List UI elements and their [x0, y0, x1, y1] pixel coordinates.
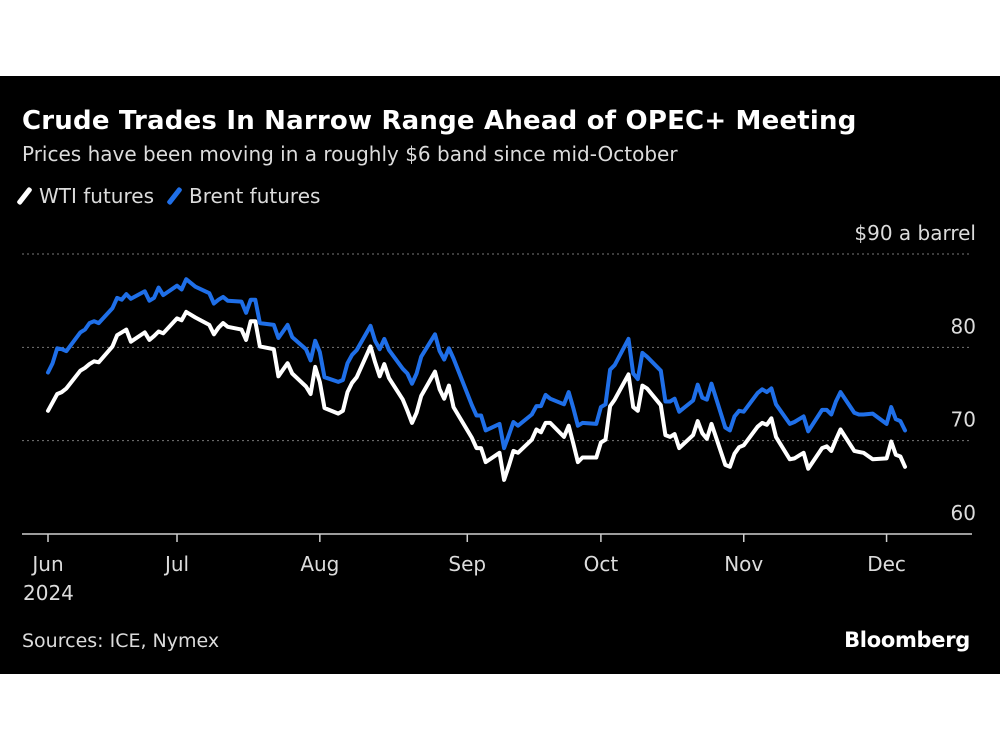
x-tick-label: Dec — [867, 552, 906, 576]
y-tick-label: 70 — [951, 408, 976, 432]
chart-title: Crude Trades In Narrow Range Ahead of OP… — [22, 106, 857, 136]
x-tick-label: Nov — [724, 552, 763, 576]
series-line-brent-futures — [46, 277, 907, 451]
legend-label-wti: WTI futures — [39, 184, 154, 208]
x-tick-sublabel: 2024 — [23, 581, 74, 605]
y-tick-label: 80 — [951, 314, 976, 338]
x-tick-label: Sep — [448, 552, 486, 576]
line-chart: $90 a barrel 80 70 60 Jun 2024 Jul Aug Sep Oct No… — [22, 221, 976, 605]
legend-item-brent: Brent futures — [166, 184, 321, 208]
x-tick-label: Oct — [584, 552, 619, 576]
chart-subtitle: Prices have been moving in a roughly $6 … — [22, 142, 678, 166]
chart-panel: Crude Trades In Narrow Range Ahead of OP… — [0, 76, 1000, 674]
x-tick-label: Aug — [300, 552, 339, 576]
series-layer — [46, 277, 907, 482]
grid-layer: $90 a barrel 80 70 60 — [22, 221, 976, 525]
y-tick-label: $90 a barrel — [854, 221, 976, 245]
legend-item-wti: WTI futures — [16, 184, 154, 208]
legend: WTI futures Brent futures — [16, 184, 338, 208]
x-axis: Jun 2024 Jul Aug Sep Oct Nov Dec — [22, 533, 972, 605]
x-tick-label: Jun — [30, 552, 63, 576]
source-note: Sources: ICE, Nymex — [22, 630, 220, 652]
bloomberg-logo: Bloomberg — [844, 628, 970, 652]
y-tick-label: 60 — [951, 501, 976, 525]
series-line-wti-futures — [46, 309, 907, 482]
legend-label-brent: Brent futures — [189, 184, 321, 208]
x-tick-label: Jul — [163, 552, 189, 576]
